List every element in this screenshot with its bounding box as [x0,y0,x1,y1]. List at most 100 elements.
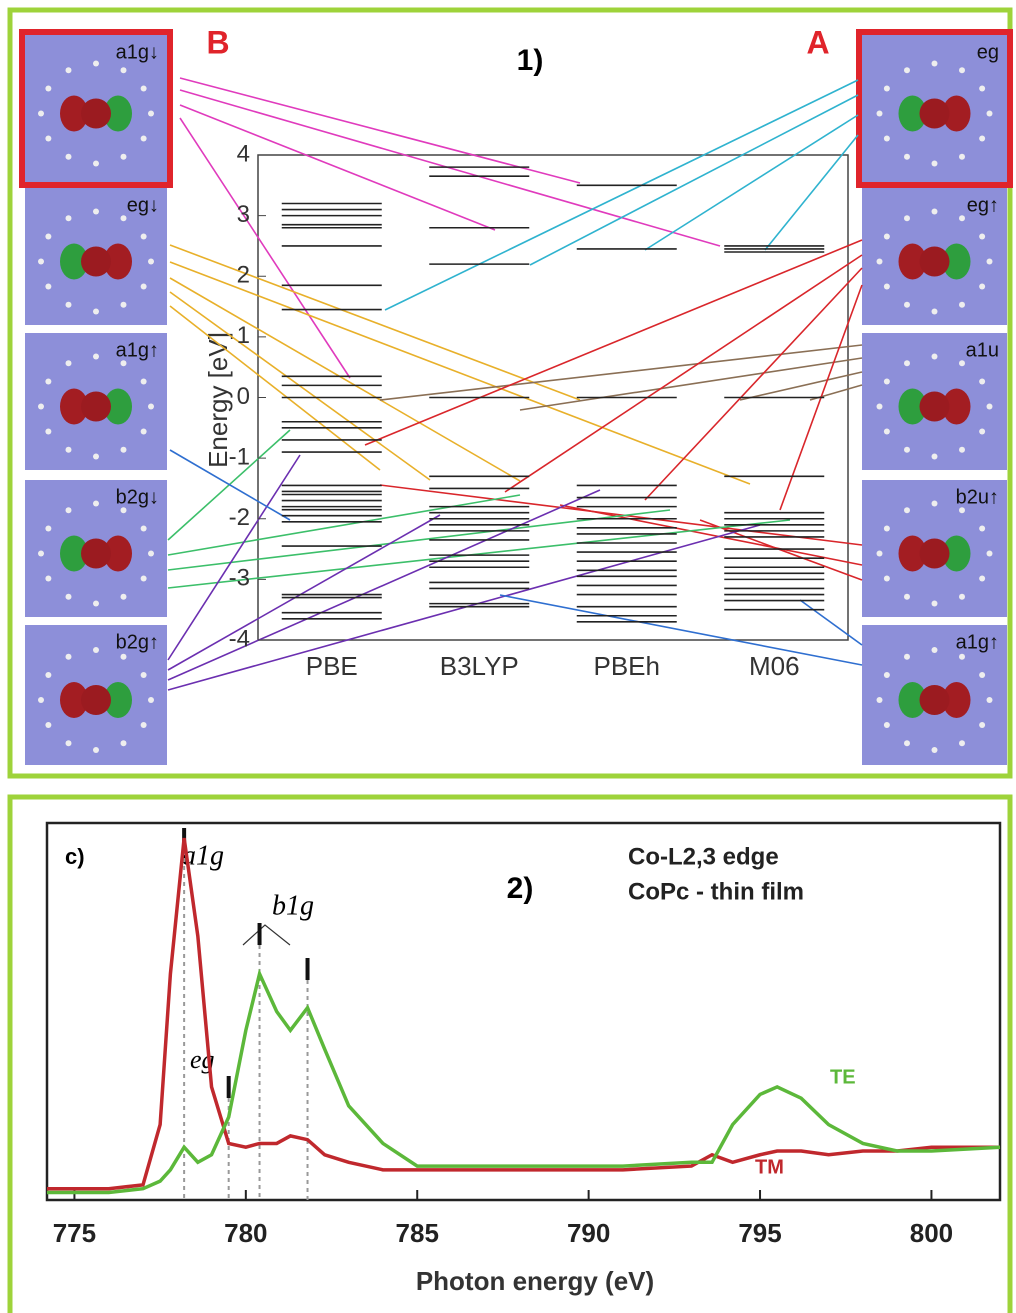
atom [93,747,99,753]
orbital-label: b2u↑ [956,486,999,508]
atom [904,154,910,160]
atom [959,740,965,746]
atom [979,576,985,582]
orbital-label: eg↓ [127,194,159,216]
lobe [920,392,950,422]
atom [121,154,127,160]
orbital-label: b2g↑ [116,631,159,653]
orbital-label: b2g↓ [116,486,159,508]
atom [979,136,985,142]
atom [979,379,985,385]
connector [365,240,862,445]
connector [740,372,862,400]
atom [93,161,99,167]
atom [121,654,127,660]
atom [45,86,51,92]
annotation: Co-L2,3 edge [628,843,779,870]
atom [148,551,154,557]
atom [904,360,910,366]
subplot-label: c) [65,844,85,869]
x-axis-label: Photon energy (eV) [416,1266,654,1296]
atom [959,302,965,308]
atom [38,551,44,557]
series-line [47,974,1000,1193]
atom [979,526,985,532]
x-tick-label: M06 [749,651,800,681]
atom [979,672,985,678]
lobe [920,247,950,277]
atom [38,697,44,703]
atom [987,697,993,703]
orbital-label: a1g↓ [116,41,159,63]
lobe [920,99,950,129]
lobe [920,685,950,715]
y-tick-label: -4 [229,625,250,652]
connector [560,505,862,565]
atom [932,209,938,215]
atom [932,309,938,315]
atom [959,594,965,600]
atom [987,259,993,265]
atom [959,360,965,366]
panel-label: 1) [517,44,544,77]
lobe [81,685,111,715]
x-tick-label: B3LYP [440,651,519,681]
y-tick-label: 4 [237,140,250,167]
atom [93,354,99,360]
atom [141,722,147,728]
connector [530,95,858,265]
atom [904,302,910,308]
atom [45,672,51,678]
atom [979,86,985,92]
atom [904,740,910,746]
connector [645,268,862,500]
atom [904,67,910,73]
atom [66,154,72,160]
atom [904,215,910,221]
atom [66,740,72,746]
atom [959,67,965,73]
connector [505,255,862,492]
atom [121,447,127,453]
connector [765,135,858,250]
connector [645,115,858,250]
bracket [243,925,290,945]
atom [45,284,51,290]
atom [45,722,51,728]
y-tick-label: 0 [237,383,250,410]
atom [141,86,147,92]
atom [904,594,910,600]
atom [884,136,890,142]
atom [66,67,72,73]
atom [141,379,147,385]
atom [884,379,890,385]
atom [959,447,965,453]
atom [877,259,883,265]
orbital-label: a1u [966,339,999,361]
atom [93,209,99,215]
atom [884,429,890,435]
marker-label: A [806,24,829,60]
atom [141,576,147,582]
atom [148,259,154,265]
connector [385,80,858,310]
atom [38,111,44,117]
y-tick-label: 2 [237,262,250,289]
lobe [81,247,111,277]
atom [45,379,51,385]
atom [959,154,965,160]
atom [148,404,154,410]
atom [93,454,99,460]
x-tick-label: PBE [306,651,358,681]
lobe [81,99,111,129]
atom [45,429,51,435]
atom [66,360,72,366]
annotation: CoPc - thin film [628,878,804,905]
connector [180,90,720,246]
x-tick-label: 775 [53,1218,96,1248]
atom [121,594,127,600]
atom [987,111,993,117]
legend-label: TM [755,1156,784,1178]
peak-label: b1g [272,890,314,921]
atom [66,654,72,660]
